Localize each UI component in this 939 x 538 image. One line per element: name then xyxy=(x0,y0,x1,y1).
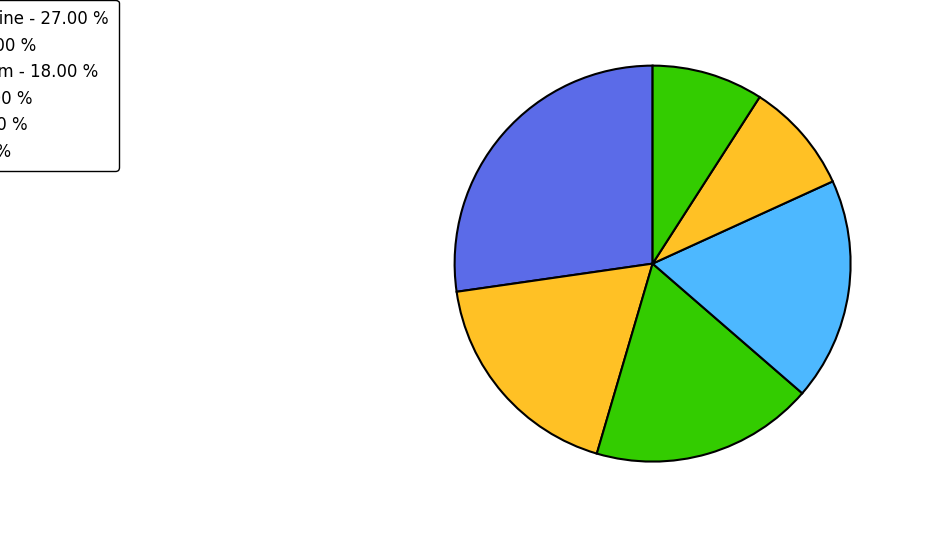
Legend: large_intestine - 27.00 %, cervix - 18.00 %, endometrium - 18.00 %, ovary - 18.0: large_intestine - 27.00 %, cervix - 18.0… xyxy=(0,0,118,171)
Wedge shape xyxy=(653,181,851,393)
Wedge shape xyxy=(653,97,833,264)
Wedge shape xyxy=(456,264,653,454)
Wedge shape xyxy=(653,66,760,264)
Wedge shape xyxy=(454,66,653,292)
Wedge shape xyxy=(597,264,802,462)
